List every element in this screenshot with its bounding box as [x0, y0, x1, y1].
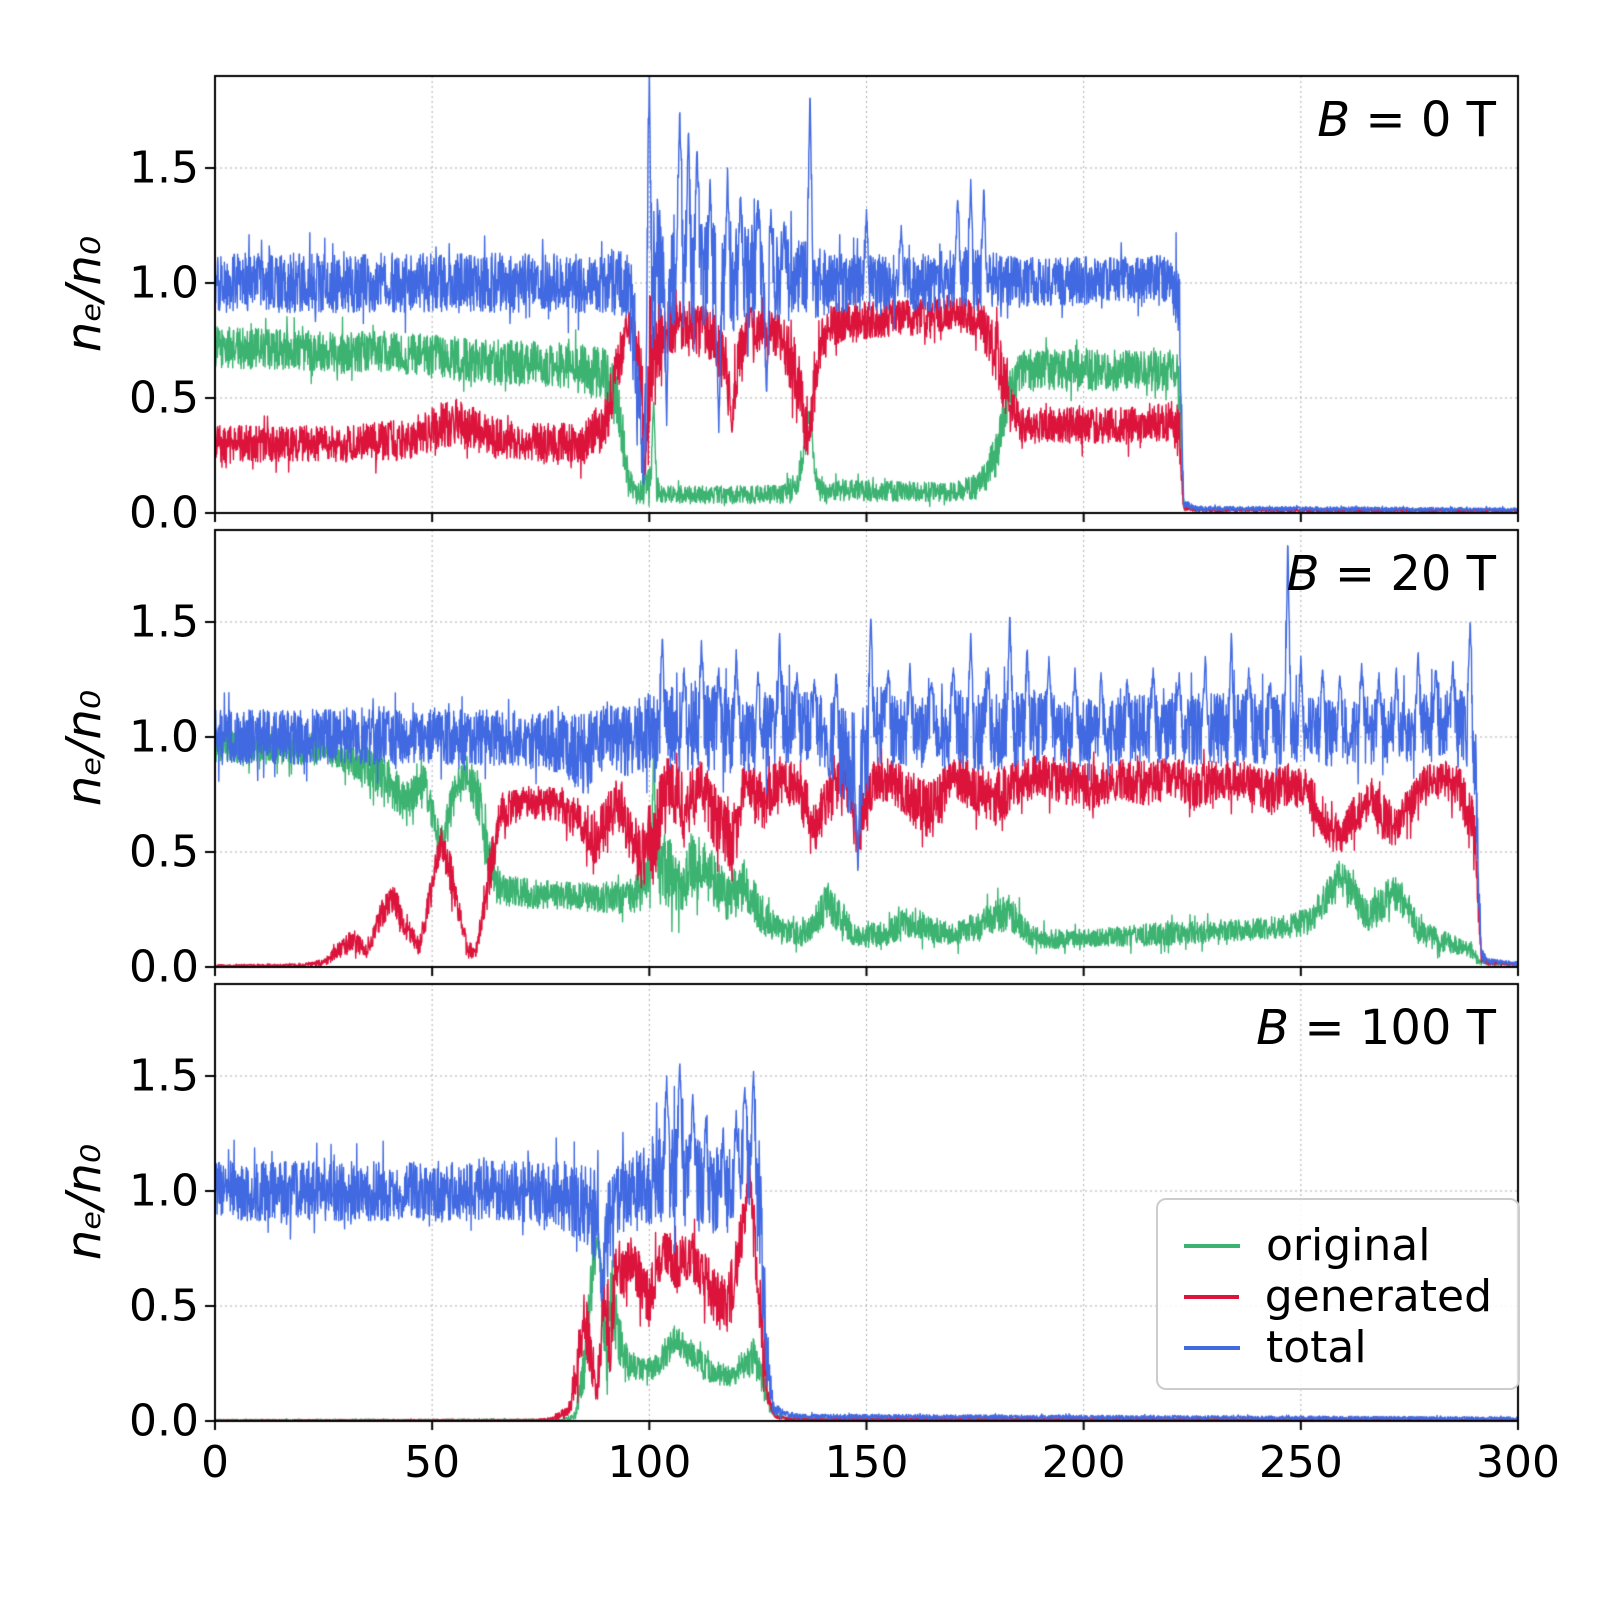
generated-line-icon [1184, 1294, 1239, 1299]
panel-label-rest: = 0 T [1350, 92, 1496, 148]
y-tick-label: 1.5 [129, 596, 199, 648]
y-tick-label: 0.0 [129, 487, 199, 539]
panel-label-math: B [1286, 546, 1320, 602]
y-axis-label: nₑ/n₀ [56, 689, 112, 807]
legend-item-original: original [1184, 1220, 1492, 1271]
total-line-icon [1184, 1345, 1240, 1350]
y-tick-label: 0.5 [129, 826, 199, 878]
y-axis-label: nₑ/n₀ [56, 235, 112, 353]
y-tick-label: 0.0 [129, 941, 199, 993]
panel-label-rest: = 100 T [1289, 1000, 1496, 1056]
y-tick-label: 0.5 [129, 1280, 199, 1332]
panel-label-math: B [1256, 1000, 1290, 1056]
y-tick-label: 1.0 [129, 711, 199, 763]
legend: original generated total [1156, 1198, 1520, 1390]
panel-label-rest: = 20 T [1319, 546, 1496, 602]
legend-item-total: total [1184, 1322, 1492, 1373]
panel-label-b0: B = 0 T [1317, 92, 1496, 148]
x-tick-label: 0 [201, 1437, 229, 1488]
panel-label-b20: B = 20 T [1287, 546, 1496, 602]
panel-label-b100: B = 100 T [1256, 1000, 1496, 1056]
legend-label: original [1266, 1220, 1431, 1271]
legend-item-generated: generated [1184, 1271, 1492, 1322]
y-tick-label: 0.5 [129, 372, 199, 424]
x-tick-label: 300 [1476, 1437, 1560, 1488]
y-tick-label: 1.0 [129, 257, 199, 309]
y-axis-label: nₑ/n₀ [56, 1143, 112, 1261]
panel-label-math: B [1317, 92, 1351, 148]
y-tick-label: 1.5 [129, 1050, 199, 1102]
legend-label: total [1266, 1322, 1367, 1373]
original-line-icon [1184, 1243, 1240, 1248]
y-tick-label: 0.0 [129, 1395, 199, 1447]
x-tick-label: 100 [607, 1437, 692, 1488]
x-tick-label: 250 [1258, 1437, 1343, 1488]
x-tick-label: 150 [824, 1437, 909, 1488]
x-tick-label: 200 [1041, 1437, 1126, 1488]
x-tick-label: 50 [404, 1437, 461, 1488]
y-tick-label: 1.0 [129, 1165, 199, 1217]
legend-label: generated [1264, 1271, 1492, 1322]
y-tick-label: 1.5 [129, 142, 199, 194]
